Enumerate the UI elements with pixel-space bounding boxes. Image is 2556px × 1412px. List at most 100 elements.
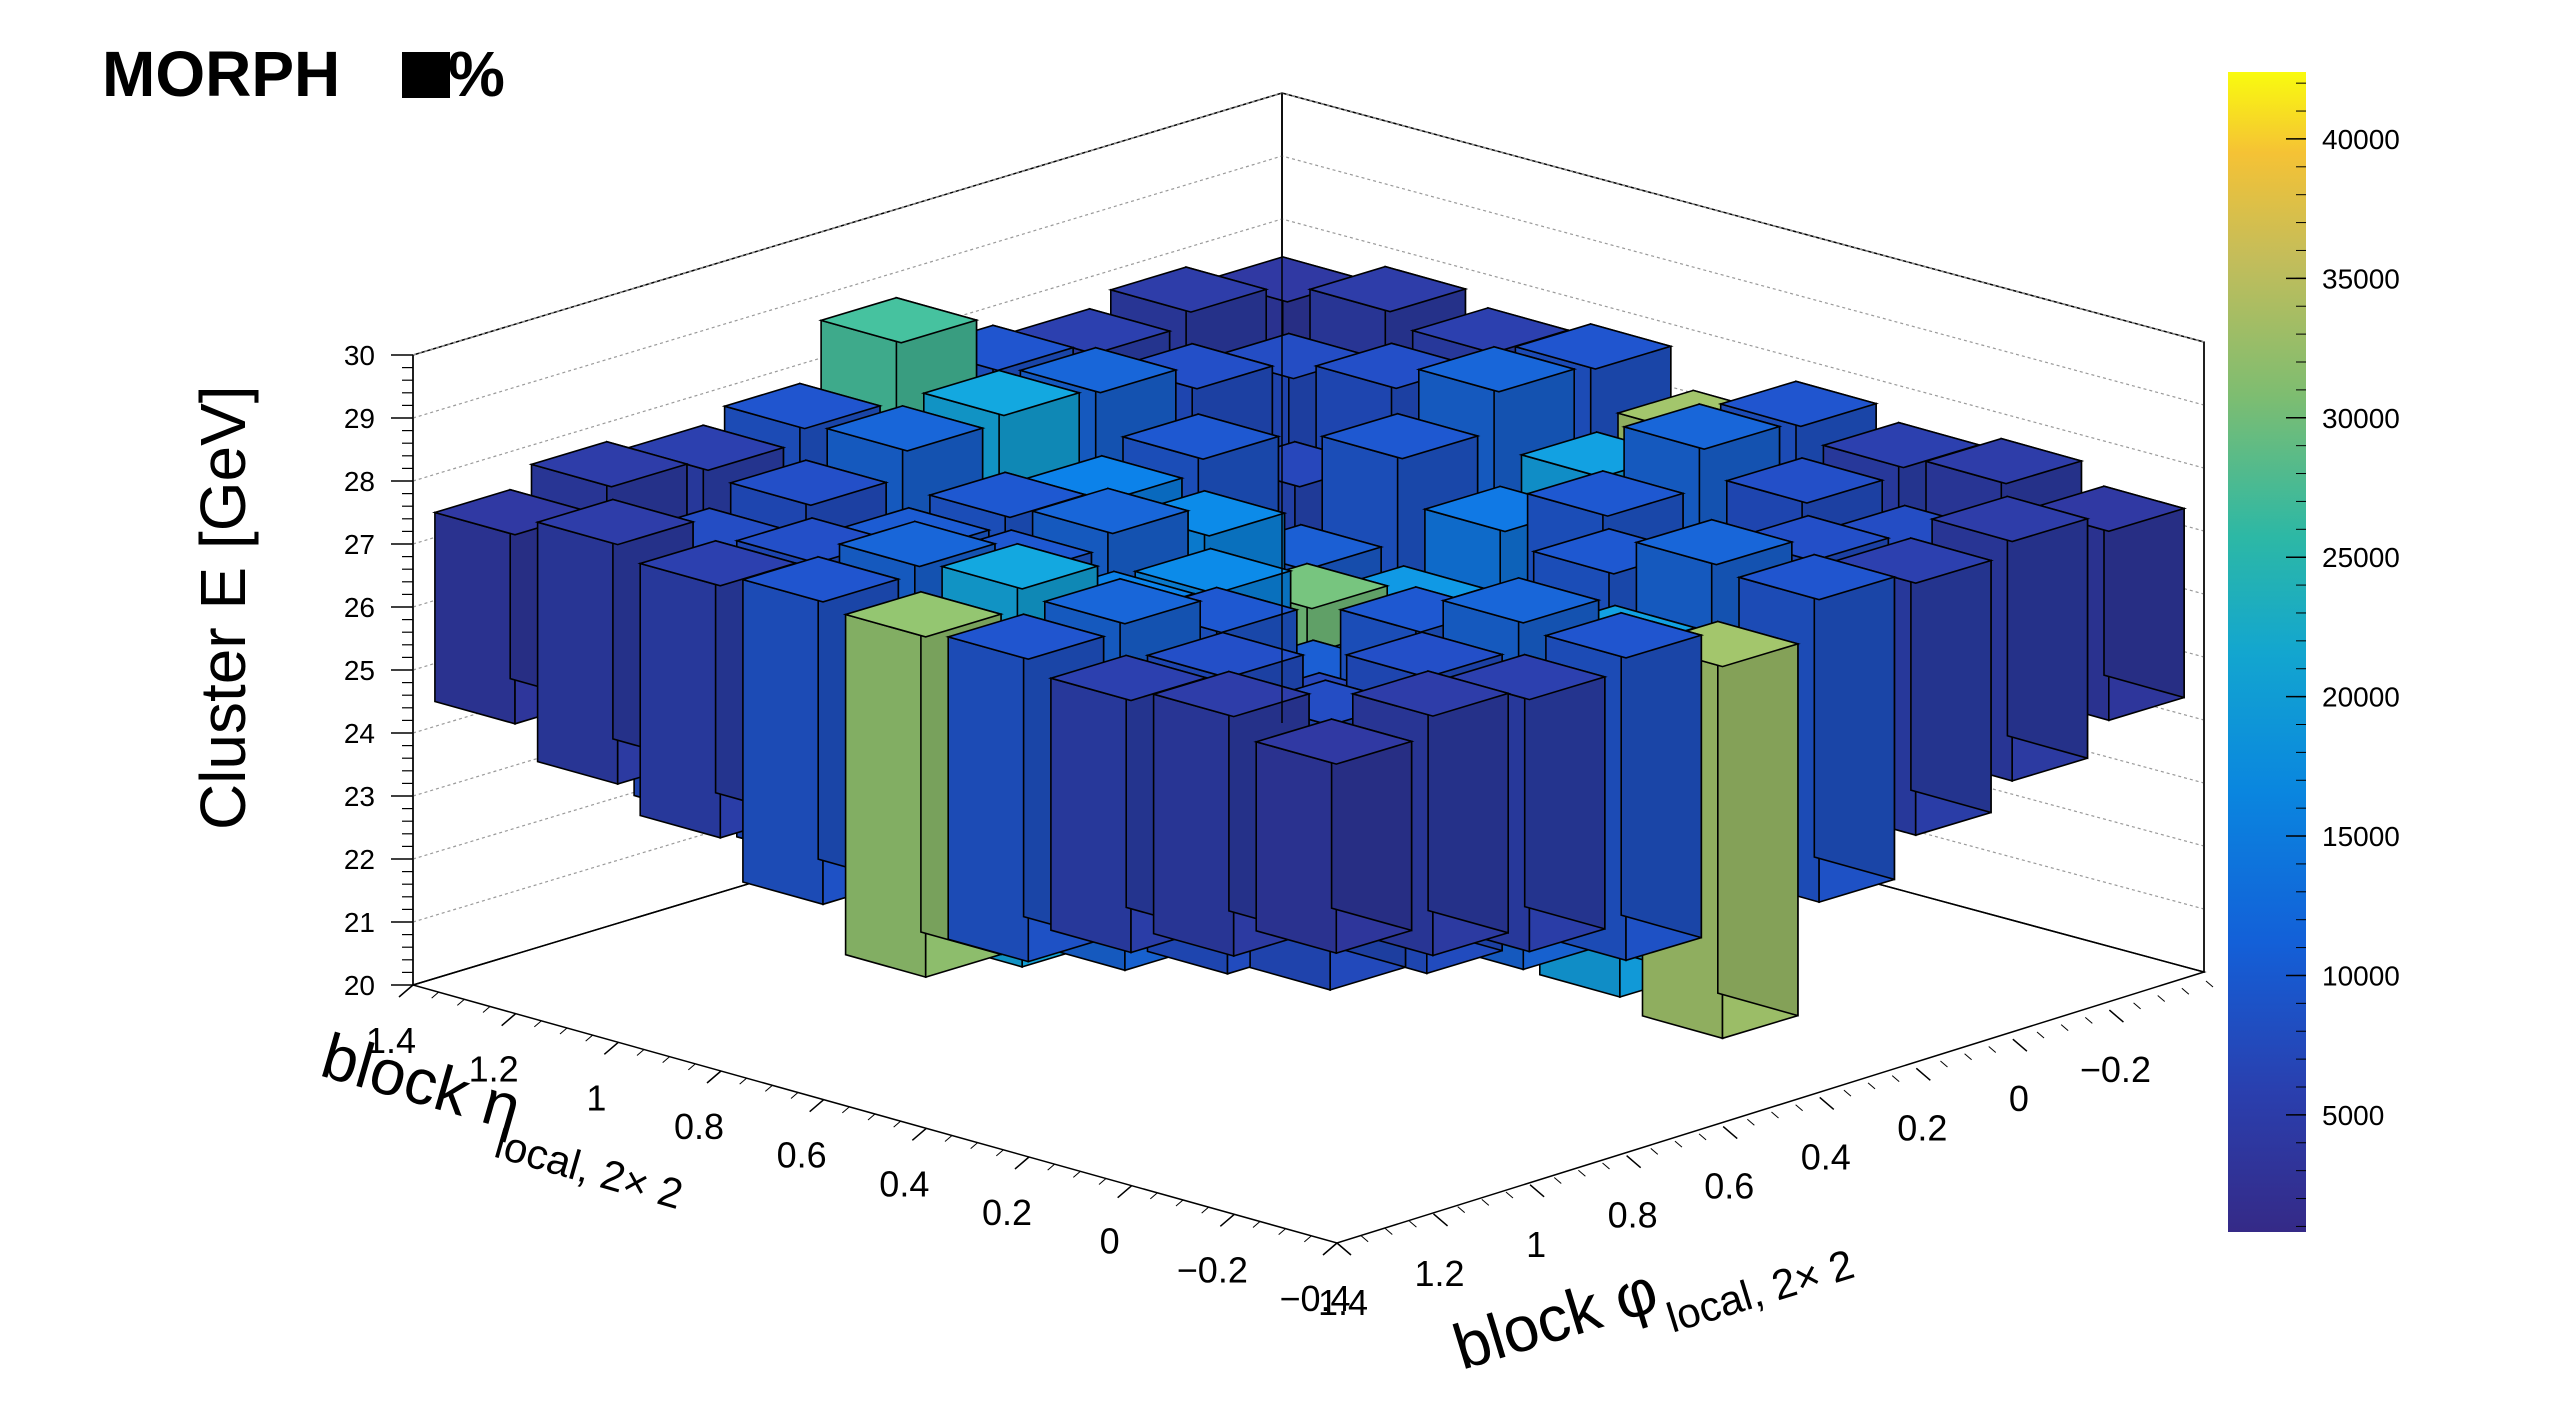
eta-minor-tick (662, 1056, 670, 1064)
eta-minor-tick (482, 1006, 491, 1013)
bar-top (1440, 577, 1602, 624)
bar-top (727, 459, 889, 507)
phi-minor-tick (2181, 987, 2190, 995)
bar-face (536, 521, 619, 786)
bar-top (534, 498, 696, 546)
phi-minor-tick (2084, 1017, 2093, 1024)
phi-minor-tick (1457, 1206, 1466, 1213)
eta-minor-tick (534, 1020, 542, 1028)
eta-minor-tick (1304, 1235, 1312, 1243)
bar-top (1144, 631, 1306, 679)
color-tick-label: 10000 (2322, 960, 2400, 991)
phi-tick-label: 1.4 (1318, 1282, 1368, 1323)
eta-axis-ticks: 1.4 1.2 1 0.8 0.6 0.4 0.2 0 −0.2 −0.4 (366, 984, 1351, 1319)
phi-minor-tick (1553, 1177, 1562, 1184)
eta-minor-tick (1124, 1185, 1132, 1193)
bar-top (1343, 631, 1505, 679)
eta-minor-tick (996, 1149, 1004, 1157)
bar-top (528, 440, 690, 488)
bar-top (1041, 577, 1204, 625)
bar-top (939, 542, 1101, 590)
eta-minor-tick (893, 1120, 901, 1128)
bar-top (740, 555, 902, 603)
eta-minor-tick (739, 1077, 747, 1085)
phi-minor-tick (1916, 1067, 1924, 1075)
bar-top (1736, 553, 1898, 601)
phi-tick-label: 0 (2009, 1078, 2029, 1119)
bar-face (1050, 677, 1132, 954)
phi-minor-tick (1602, 1162, 1610, 1170)
eta-minor-tick (816, 1099, 824, 1107)
phi-minor-tick (2060, 1024, 2069, 1032)
z-tick-label: 25 (344, 655, 375, 686)
z-tick-label: 29 (344, 403, 375, 434)
bar-top (1150, 670, 1312, 718)
lego-bar (1253, 718, 1415, 955)
phi-axis-title: block φ (1445, 1254, 1666, 1384)
color-tick-label: 40000 (2322, 124, 2400, 155)
eta-minor-tick (713, 1070, 722, 1078)
percent-overlay-label: % (448, 38, 505, 110)
z-tick-label: 20 (344, 970, 375, 1001)
bar-top (920, 369, 1083, 417)
eta-minor-tick (1278, 1228, 1286, 1236)
z-axis-label: Cluster E [GeV] (187, 385, 259, 830)
bar-top (1107, 266, 1270, 313)
color-scale: 5000 10000 15000 20000 25000 30000 35000 40000 (2228, 72, 2400, 1232)
eta-minor-tick (919, 1127, 927, 1135)
bar-top (1029, 487, 1191, 535)
bar-top (1923, 437, 2085, 485)
bar-top (1319, 412, 1481, 460)
phi-minor-tick (1481, 1198, 1490, 1206)
bar-top (1415, 345, 1578, 393)
phi-tick-label: 1 (1526, 1224, 1546, 1265)
eta-axis-subscript: local, 2× 2 (490, 1120, 688, 1218)
eta-minor-tick (688, 1063, 696, 1071)
eta-tick-label: 0.8 (674, 1106, 724, 1147)
phi-minor-tick (1867, 1082, 1876, 1090)
bar-top (1307, 265, 1469, 313)
phi-minor-tick (2109, 1009, 2117, 1017)
color-scale-ticks: 5000 10000 15000 20000 25000 30000 35000 40000 (2286, 82, 2400, 1227)
phi-tick-label: −0.2 (2080, 1049, 2151, 1090)
bar-face (742, 578, 824, 906)
bar-face (1152, 693, 1235, 958)
bar-top (1512, 323, 1674, 370)
bar-top (1017, 346, 1179, 394)
eta-minor-tick (431, 991, 439, 999)
z-tick-label: 28 (344, 466, 375, 497)
eta-tick-label: 1.4 (366, 1020, 416, 1061)
eta-minor-tick (1252, 1221, 1261, 1228)
eta-tick-label: −0.4 (1279, 1278, 1350, 1319)
eta-minor-tick (867, 1113, 876, 1121)
eta-minor-tick (1175, 1199, 1184, 1207)
bar-top (842, 590, 1004, 638)
bar-top (1132, 547, 1294, 595)
color-tick-label: 30000 (2322, 403, 2400, 434)
phi-axis-subscript: local, 2× 2 (1661, 1240, 1859, 1341)
bar-face (434, 511, 516, 725)
phi-minor-tick (1360, 1235, 1369, 1243)
phi-minor-tick (2036, 1031, 2045, 1039)
bar-top (1929, 495, 2091, 543)
eta-minor-tick (1329, 1242, 1338, 1250)
phi-minor-tick (1722, 1126, 1731, 1133)
eta-minor-tick (508, 1013, 516, 1021)
eta-minor-tick (457, 998, 465, 1006)
phi-minor-tick (2133, 1002, 2141, 1010)
eta-minor-tick (970, 1142, 978, 1150)
bar-top (945, 613, 1107, 661)
bar-top (836, 520, 998, 568)
phi-minor-tick (1988, 1046, 1997, 1053)
bar-top (1633, 518, 1795, 566)
eta-tick-label: 0 (1100, 1221, 1120, 1262)
phi-tick-label: 0.2 (1897, 1107, 1947, 1148)
phi-minor-tick (1674, 1140, 1683, 1148)
phi-minor-tick (1964, 1053, 1972, 1061)
z-tick-label: 30 (344, 340, 375, 371)
phi-minor-tick (1771, 1111, 1779, 1119)
bar-face (1620, 611, 1703, 939)
eta-minor-tick (944, 1135, 953, 1142)
eta-minor-tick (1098, 1178, 1107, 1185)
phi-minor-tick (1384, 1228, 1393, 1235)
